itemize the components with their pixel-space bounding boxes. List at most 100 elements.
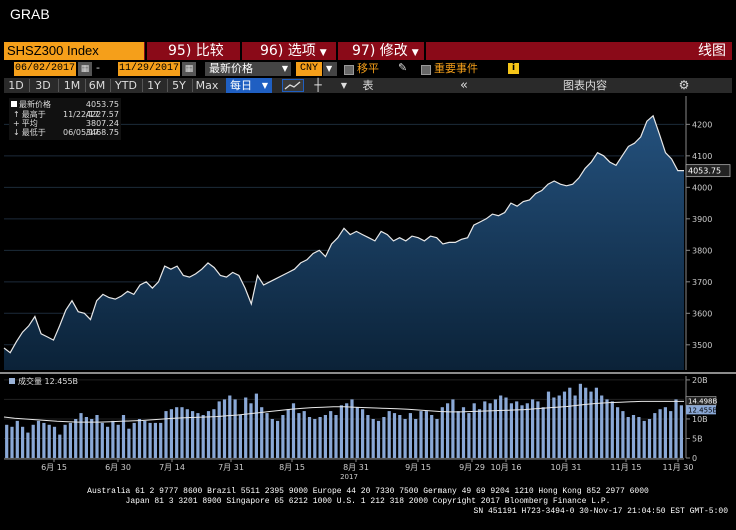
end-date-field[interactable]: 11/29/2017 [118, 62, 180, 76]
volume-bar [63, 424, 67, 458]
legend-high-row: ↑ 最高于 11/22/17 4227.57 [11, 110, 119, 119]
options-menu[interactable]: 96) 选项 ▼ [260, 42, 327, 60]
gear-icon[interactable]: ⚙ [678, 78, 690, 92]
volume-bar [244, 397, 248, 458]
price-tick-label: 3500 [692, 341, 712, 350]
chart-content-button[interactable]: 图表内容 [563, 79, 607, 92]
compare-menu-label: 95) 比较 [168, 43, 224, 59]
x-tick-label: 11月 30 [663, 463, 694, 472]
currency-field[interactable]: CNY [296, 62, 322, 76]
price-tick-label: 4200 [692, 120, 712, 129]
volume-bar [493, 399, 497, 458]
start-date-field[interactable]: 06/02/2017 [14, 62, 76, 76]
legend-high-value: 4227.57 [85, 110, 119, 119]
volume-tick-label: 5B [692, 434, 703, 443]
events-checkbox[interactable] [421, 65, 431, 75]
volume-bar [15, 420, 19, 458]
volume-bar [647, 419, 652, 458]
volume-bar [451, 399, 455, 458]
volume-tick-label: 10B [692, 415, 708, 424]
volume-ma-line [3, 400, 684, 423]
range-max[interactable]: Max [195, 79, 219, 92]
line-chart-icon[interactable] [282, 79, 304, 92]
volume-bar [546, 391, 551, 458]
volume-bar [525, 403, 529, 458]
range-6m[interactable]: 6M [88, 79, 106, 92]
x-year-label: 2017 [340, 473, 358, 481]
x-tick-label: 10月 16 [491, 463, 522, 472]
volume-bar [318, 417, 322, 458]
volume-bar [329, 411, 333, 458]
collapse-button[interactable]: « [460, 78, 468, 93]
volume-bar [419, 411, 423, 458]
volume-bar [217, 401, 221, 458]
volume-bar [467, 413, 471, 458]
range-5y[interactable]: 5Y [172, 79, 186, 92]
volume-bar [515, 401, 519, 458]
modify-menu-label: 97) 修改 [352, 43, 408, 59]
volume-bar [95, 415, 99, 458]
header-divider [145, 42, 147, 60]
volume-bar [313, 419, 317, 458]
calendar-icon[interactable]: ▦ [182, 62, 196, 76]
range-1y[interactable]: 1Y [147, 79, 161, 92]
volume-tick-label: 0 [692, 454, 697, 463]
legend-avg-value: 3807.24 [85, 119, 119, 128]
volume-bar [509, 403, 513, 458]
info-icon[interactable]: i [508, 63, 519, 74]
volume-bar [653, 413, 657, 458]
pencil-icon[interactable]: ✎ [398, 61, 408, 74]
legend-avg-row: + 平均 3807.24 [11, 119, 119, 128]
range-divider [58, 79, 59, 92]
volume-bar [435, 419, 439, 458]
volume-bar [5, 424, 9, 458]
volume-bar [674, 399, 678, 458]
header-divider [240, 42, 242, 60]
volume-bar [228, 395, 232, 458]
volume-bar [631, 415, 636, 458]
volume-bar [552, 397, 556, 458]
volume-bar [616, 407, 620, 458]
legend-low-label: 最低于 [21, 128, 46, 137]
last-price-label: 4053.75 [688, 167, 721, 176]
range-divider [110, 79, 111, 92]
ticker-input[interactable]: SHSZ300 Index [4, 42, 144, 60]
chevron-down-icon[interactable]: ▼ [340, 81, 348, 90]
crosshair-icon[interactable]: ┼ [314, 78, 322, 92]
range-1d[interactable]: 1D [8, 79, 24, 92]
volume-bar [578, 383, 582, 458]
volume-bar [74, 419, 78, 458]
volume-bar [31, 424, 35, 458]
volume-bar [472, 403, 476, 458]
volume-bar [21, 426, 25, 458]
compare-menu[interactable]: 95) 比较 [168, 42, 224, 60]
volume-bar [323, 415, 327, 458]
volume-bar [116, 424, 120, 458]
volume-bar [499, 395, 503, 458]
price-tick-label: 3800 [692, 246, 712, 255]
range-3d[interactable]: 3D [35, 79, 51, 92]
range-bar [4, 78, 732, 93]
volume-bar [42, 422, 46, 458]
range-ytd[interactable]: YTD [115, 79, 137, 92]
volume-bar [637, 417, 641, 458]
header-divider [424, 42, 426, 60]
chevron-down-icon: ▼ [319, 48, 327, 58]
chevron-down-icon[interactable]: ▼ [323, 62, 337, 76]
x-tick-label: 6月 30 [105, 463, 131, 472]
range-1m[interactable]: 1M [63, 79, 81, 92]
legend-high-date: 11/22/17 [63, 110, 99, 119]
volume-bar [424, 411, 428, 458]
calendar-icon[interactable]: ▦ [78, 62, 92, 76]
volume-bar [90, 419, 94, 458]
frequency-select[interactable]: 每日 ▼ [226, 78, 272, 93]
volume-bar [52, 426, 57, 458]
table-button[interactable]: 表 [362, 79, 374, 92]
field-select[interactable]: 最新价格 ▼ [205, 62, 291, 76]
modify-menu[interactable]: 97) 修改 ▼ [352, 42, 419, 60]
volume-bar [679, 405, 683, 458]
range-divider [192, 79, 193, 92]
moving-avg-checkbox[interactable] [344, 65, 354, 75]
volume-bar [589, 391, 593, 458]
field-select-label: 最新价格 [209, 62, 253, 75]
